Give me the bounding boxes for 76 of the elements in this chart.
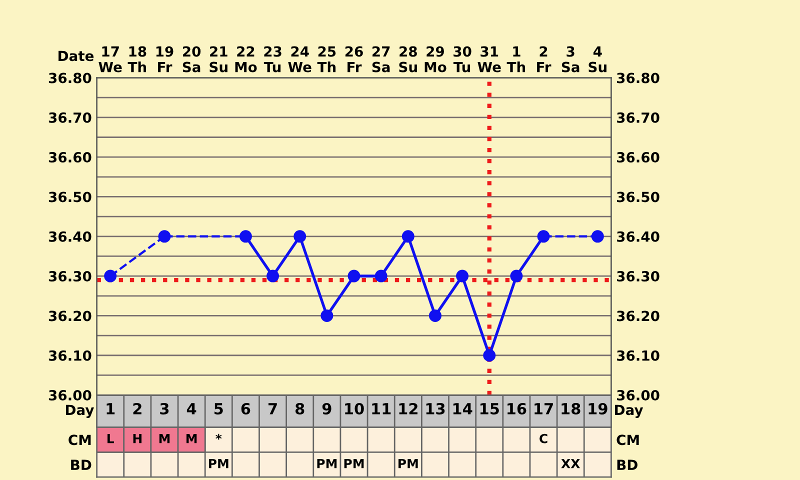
point	[239, 230, 252, 243]
text: M	[159, 434, 170, 444]
y-tick-label: 36.40	[48, 231, 92, 242]
x-tick-label: 13	[426, 402, 445, 415]
point	[402, 230, 414, 243]
x-tick-label: 1 Th	[506, 46, 526, 72]
text: PM	[344, 458, 364, 468]
point	[428, 309, 442, 322]
x-tick-label: 15	[480, 403, 499, 415]
text: M	[186, 434, 197, 444]
x-tick-label: 2 Fr	[537, 46, 552, 72]
point	[591, 230, 604, 243]
x-tick-label: 20 Sa	[182, 46, 201, 72]
point	[374, 270, 388, 282]
y-tick-label: 36.20	[48, 310, 92, 322]
text: PM	[317, 458, 337, 468]
x-tick-label: 26 Fr	[345, 46, 363, 72]
y-tick-label: 36.50	[48, 192, 92, 202]
x-tick-label: 19 Fr	[156, 46, 174, 72]
text: PM	[208, 458, 228, 468]
x-tick-label: 28 Su	[399, 46, 417, 72]
y-tick-label: 36.60	[48, 152, 92, 163]
point	[294, 230, 306, 243]
point	[158, 230, 171, 243]
x-tick-label: 2	[133, 402, 142, 414]
x-tick-label: 29 Mo	[424, 46, 446, 72]
point	[320, 309, 334, 322]
x-tick-label: 16	[508, 402, 526, 415]
y-tick-label: 36.00	[48, 390, 92, 401]
x-tick-label: 18	[562, 402, 580, 415]
x-tick-label: 11	[372, 403, 391, 414]
x-tick-label: 30 Tu	[453, 46, 472, 72]
x-tick-label: 7	[268, 403, 277, 414]
x-tick-label: 19	[588, 402, 608, 415]
x-tick-label: 23 Tu	[264, 46, 282, 72]
x-tick-label: 31 We	[478, 46, 501, 72]
x-tick-label: 5	[214, 403, 223, 415]
x-tick-label: 24 We	[288, 46, 312, 72]
x-axis-title: Date	[58, 50, 94, 62]
point	[456, 270, 469, 282]
text: PM	[398, 458, 418, 468]
x-tick-label: 1	[106, 403, 115, 414]
x-tick-label: 6	[241, 402, 250, 415]
point	[537, 230, 550, 243]
x-tick-label: 3 Sa	[562, 46, 580, 72]
y-tick-label: 36.70	[48, 112, 92, 123]
x-tick-label: 14	[453, 403, 472, 414]
x-tick-label: 25 Th	[317, 46, 336, 72]
y-tick-label: 36.30	[48, 271, 92, 282]
x-tick-label: 8	[295, 402, 304, 415]
x-axis-title: Day	[66, 404, 94, 418]
x-tick-label: 9	[322, 402, 332, 415]
x-tick-label: 27 Sa	[372, 46, 390, 72]
text: Day	[615, 404, 644, 418]
point	[510, 270, 523, 282]
y-tick-label: 36.80	[48, 72, 92, 84]
x-tick-label: 22 Mo	[235, 46, 257, 72]
x-tick-label: 4 Su	[588, 46, 606, 72]
point	[348, 270, 360, 282]
point	[104, 270, 117, 282]
point	[266, 270, 280, 282]
x-tick-label: 10	[345, 402, 364, 415]
x-tick-label: 17	[534, 403, 553, 414]
x-tick-label: 3	[160, 402, 169, 415]
x-tick-label: 21 Su	[210, 46, 228, 72]
y-tick-label: 36.10	[48, 350, 92, 361]
x-tick-label: 18 Th	[128, 46, 146, 72]
text: L	[108, 434, 114, 444]
text: XX	[561, 458, 580, 468]
text: H	[133, 434, 142, 444]
x-tick-label: 12	[399, 402, 418, 414]
text: C	[540, 434, 548, 444]
point	[483, 349, 496, 362]
x-tick-label: 4	[186, 403, 196, 414]
x-tick-label: 17 We	[98, 46, 122, 72]
text: *	[216, 434, 222, 440]
